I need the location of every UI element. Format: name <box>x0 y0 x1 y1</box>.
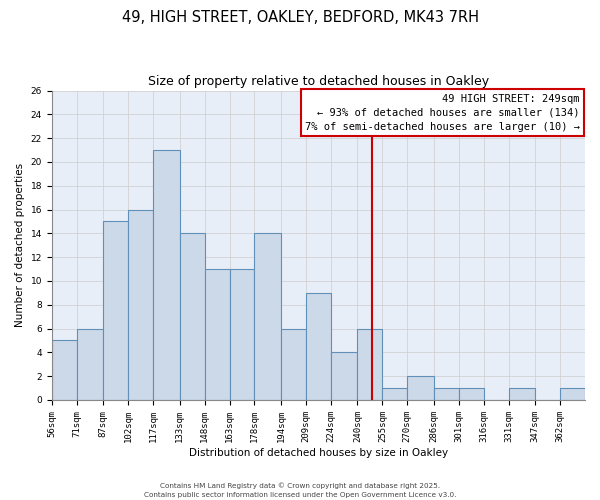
X-axis label: Distribution of detached houses by size in Oakley: Distribution of detached houses by size … <box>189 448 448 458</box>
Bar <box>407 376 434 400</box>
Y-axis label: Number of detached properties: Number of detached properties <box>15 163 25 328</box>
Bar <box>306 293 331 400</box>
Text: Contains HM Land Registry data © Crown copyright and database right 2025.: Contains HM Land Registry data © Crown c… <box>160 482 440 489</box>
Bar <box>77 328 103 400</box>
Bar <box>459 388 484 400</box>
Bar <box>509 388 535 400</box>
Bar <box>434 388 459 400</box>
Bar <box>560 388 585 400</box>
Bar <box>230 269 254 400</box>
Text: 49, HIGH STREET, OAKLEY, BEDFORD, MK43 7RH: 49, HIGH STREET, OAKLEY, BEDFORD, MK43 7… <box>121 10 479 25</box>
Bar <box>358 328 382 400</box>
Bar <box>281 328 306 400</box>
Bar <box>254 234 281 400</box>
Bar <box>205 269 230 400</box>
Text: 49 HIGH STREET: 249sqm
← 93% of detached houses are smaller (134)
7% of semi-det: 49 HIGH STREET: 249sqm ← 93% of detached… <box>305 94 580 132</box>
Bar <box>128 210 153 400</box>
Bar <box>331 352 358 400</box>
Bar <box>382 388 407 400</box>
Bar <box>52 340 77 400</box>
Bar <box>153 150 179 400</box>
Bar <box>103 222 128 400</box>
Title: Size of property relative to detached houses in Oakley: Size of property relative to detached ho… <box>148 75 489 88</box>
Bar <box>179 234 205 400</box>
Text: Contains public sector information licensed under the Open Government Licence v3: Contains public sector information licen… <box>144 492 456 498</box>
